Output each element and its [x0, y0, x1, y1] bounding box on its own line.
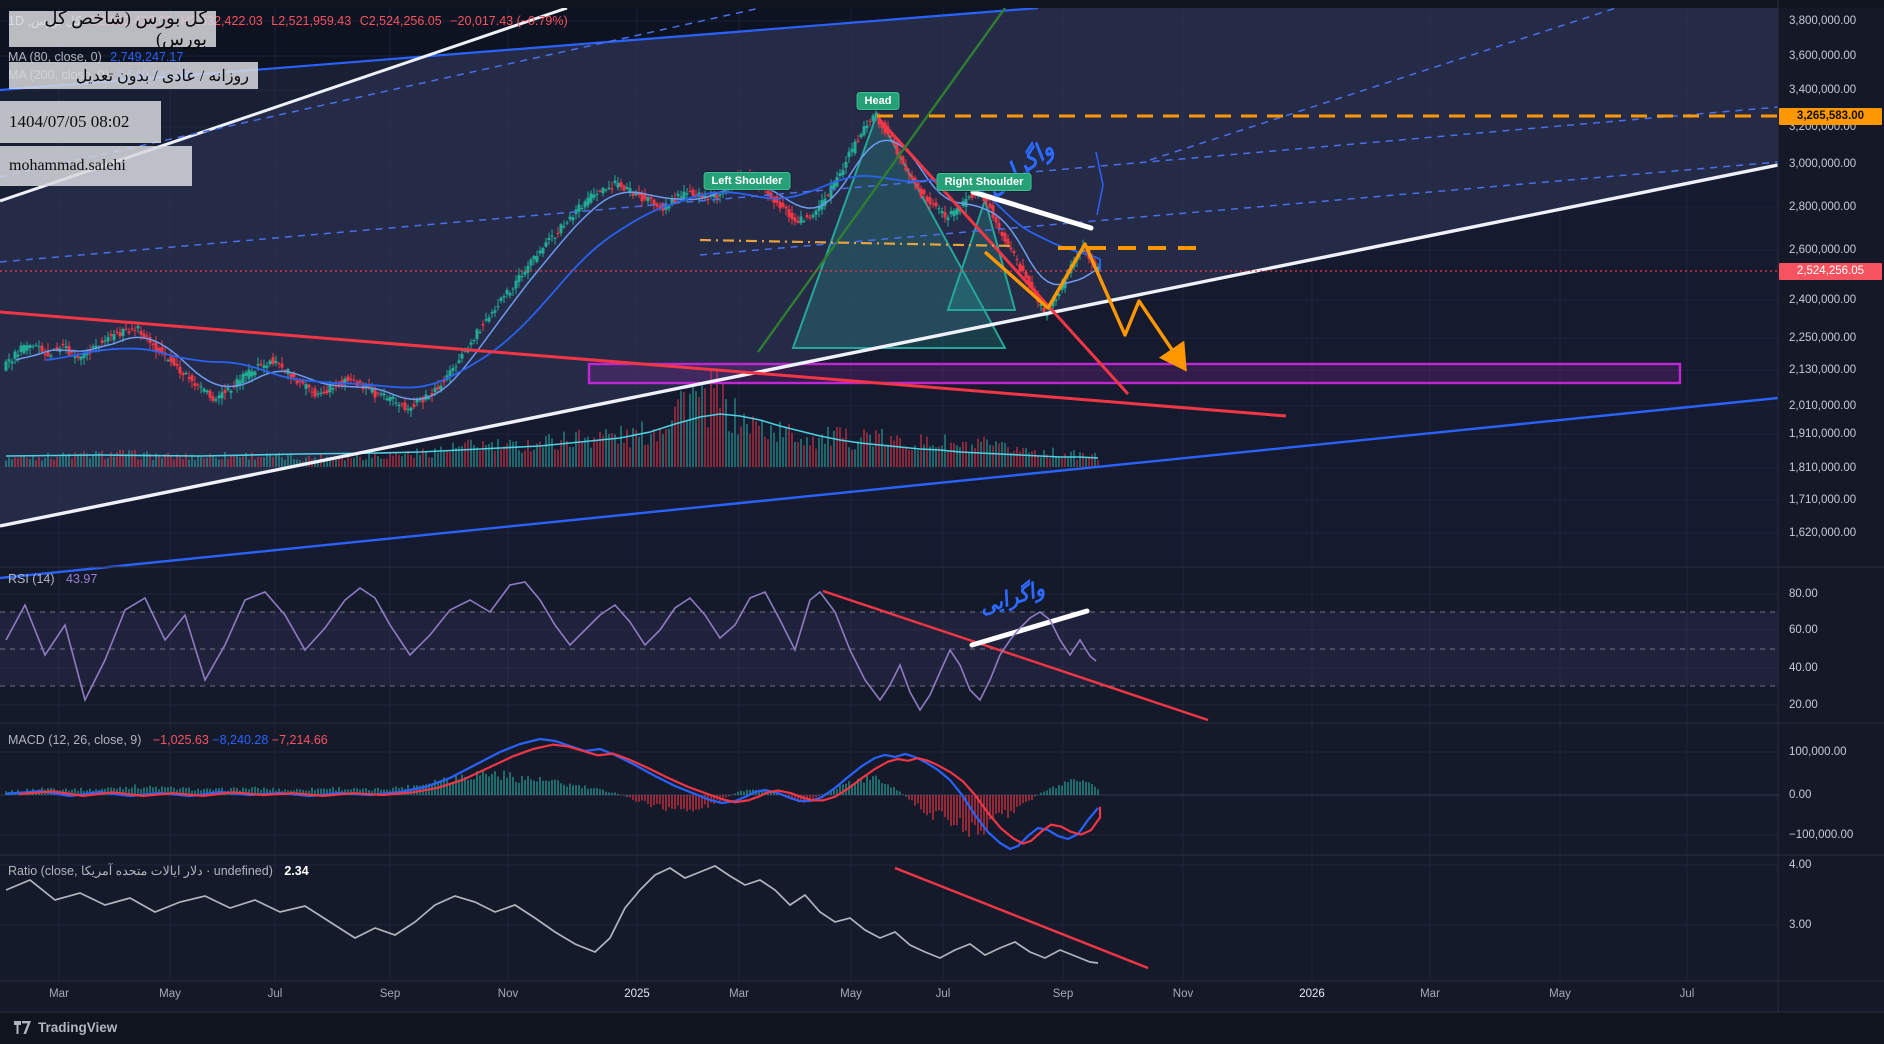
tradingview-logo[interactable]: TradingView — [14, 1020, 117, 1035]
price-axis-label: 3,800,000.00 — [1789, 15, 1857, 27]
time-axis-label: Jul — [1679, 988, 1695, 1000]
indicator-axis-label: 60.00 — [1789, 624, 1818, 636]
time-axis-label: May — [1549, 988, 1571, 1000]
last-price-label: 2,524,256.05 — [1779, 263, 1882, 280]
price-axis-label: 1,810,000.00 — [1789, 462, 1857, 474]
ratio-label: Ratio (close, دلار ایالات متحده آمریکا ·… — [8, 864, 273, 878]
price-axis-label: 2,010,000.00 — [1789, 400, 1857, 412]
text-note-overlay[interactable]: 1404/07/05 08:02 — [0, 101, 161, 143]
price-axis-label: 2,250,000.00 — [1789, 332, 1857, 344]
time-axis-label: May — [840, 988, 862, 1000]
price-axis-label: 1,710,000.00 — [1789, 494, 1857, 506]
indicator-axis-label: 3.00 — [1789, 919, 1812, 931]
macd-line-value: −8,240.28 — [212, 733, 269, 747]
macd-signal-value: −7,214.66 — [271, 733, 328, 747]
rsi-label: RSI (14) — [8, 572, 55, 586]
price-axis-label: 1,620,000.00 — [1789, 527, 1857, 539]
tradingview-logo-text: TradingView — [38, 1020, 118, 1035]
rsi-value: 43.97 — [66, 572, 98, 586]
left_shoulder-badge[interactable]: Left Shoulder — [703, 172, 791, 190]
ma80-label: MA (80, close, 0) — [8, 50, 102, 64]
head-badge[interactable]: Head — [856, 92, 900, 110]
time-axis-label: Sep — [1052, 988, 1074, 1000]
tradingview-logo-icon — [14, 1021, 31, 1034]
indicator-axis-label: 20.00 — [1789, 699, 1818, 711]
price-axis-label: 2,130,000.00 — [1789, 364, 1857, 376]
price-axis-label: 3,000,000.00 — [1789, 158, 1857, 170]
time-axis-label: Mar — [49, 988, 69, 1000]
ma80-legend-row[interactable]: MA (80, close, 0) 2,749,247.17 — [8, 50, 183, 64]
time-axis-label: May — [159, 988, 181, 1000]
ohlc-change: −20,017.43 (−0.79%) — [450, 14, 568, 28]
price-axis-label: 3,400,000.00 — [1789, 84, 1857, 96]
time-axis-label: Sep — [379, 988, 401, 1000]
price-axis-label: 2,800,000.00 — [1789, 201, 1857, 213]
time-axis-label: Mar — [1420, 988, 1440, 1000]
time-axis-label: 2025 — [624, 988, 650, 1000]
macd-hist-value: −1,025.63 — [152, 733, 209, 747]
indicator-axis-label: 40.00 — [1789, 662, 1818, 674]
price-axis-label: 3,600,000.00 — [1789, 50, 1857, 62]
indicator-axis-label: 100,000.00 — [1789, 746, 1847, 758]
indicator-axis-label: 80.00 — [1789, 588, 1818, 600]
indicator-axis-label: 4.00 — [1789, 859, 1812, 871]
macd-legend-row[interactable]: MACD (12, 26, close, 9) −1,025.63 −8,240… — [8, 733, 328, 747]
ratio-value: 2.34 — [284, 864, 309, 878]
resistance-price-label: 3,265,583.00 — [1779, 108, 1882, 125]
text-note-overlay[interactable]: روزانه / عادی / بدون تعدیل — [9, 62, 258, 89]
time-axis-label: Nov — [497, 988, 519, 1000]
indicator-axis-label: 0.00 — [1789, 789, 1812, 801]
time-axis-label: Jul — [935, 988, 951, 1000]
text-note-overlay[interactable]: کل بورس (شاخص کل بورس) — [9, 8, 216, 49]
right_shoulder-badge[interactable]: Right Shoulder — [936, 173, 1032, 191]
ohlc-low: L2,521,959.43 — [271, 14, 352, 28]
time-axis-label: Nov — [1172, 988, 1194, 1000]
ohlc-close: C2,524,256.05 — [359, 14, 442, 28]
price-axis-label: 1,910,000.00 — [1789, 428, 1857, 440]
price-axis-label: 2,400,000.00 — [1789, 294, 1857, 306]
time-axis-label: Mar — [729, 988, 749, 1000]
time-axis-label: Jul — [267, 988, 283, 1000]
rsi-legend-row[interactable]: RSI (14) 43.97 — [8, 572, 97, 586]
time-axis-label: 2026 — [1299, 988, 1325, 1000]
ma80-value: 2,749,247.17 — [110, 50, 184, 64]
indicator-axis-label: −100,000.00 — [1789, 829, 1854, 841]
macd-label: MACD (12, 26, close, 9) — [8, 733, 142, 747]
price-axis-label: 2,600,000.00 — [1789, 244, 1857, 256]
ratio-legend-row[interactable]: Ratio (close, دلار ایالات متحده آمریکا ·… — [8, 863, 309, 878]
text-note-overlay[interactable]: mohammad.salehi — [0, 146, 192, 186]
